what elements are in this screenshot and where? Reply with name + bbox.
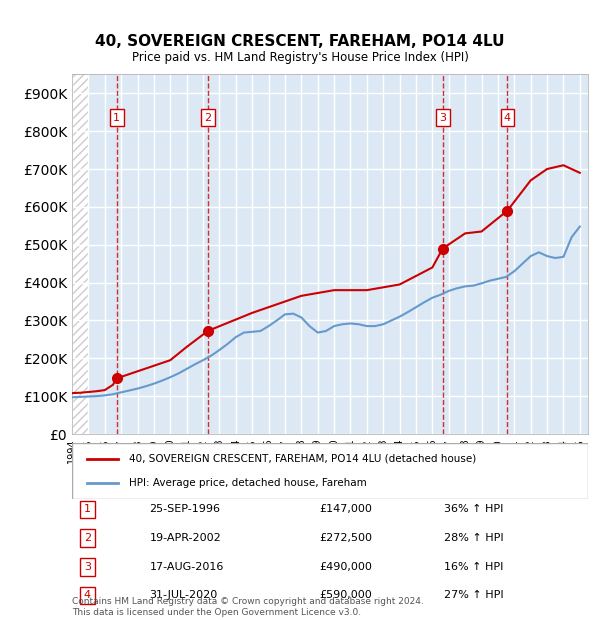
Text: 28% ↑ HPI: 28% ↑ HPI <box>443 533 503 543</box>
Text: £590,000: £590,000 <box>320 590 373 600</box>
Text: 31-JUL-2020: 31-JUL-2020 <box>149 590 218 600</box>
Text: Contains HM Land Registry data © Crown copyright and database right 2024.
This d: Contains HM Land Registry data © Crown c… <box>72 598 424 617</box>
Text: £147,000: £147,000 <box>320 505 373 515</box>
Bar <box>72 74 88 434</box>
Text: 17-AUG-2016: 17-AUG-2016 <box>149 562 224 572</box>
Text: 4: 4 <box>504 113 511 123</box>
Text: 3: 3 <box>439 113 446 123</box>
Text: 1: 1 <box>84 505 91 515</box>
Text: 1: 1 <box>113 113 120 123</box>
Text: 3: 3 <box>84 562 91 572</box>
Text: Price paid vs. HM Land Registry's House Price Index (HPI): Price paid vs. HM Land Registry's House … <box>131 51 469 64</box>
Text: 36% ↑ HPI: 36% ↑ HPI <box>443 505 503 515</box>
Text: 40, SOVEREIGN CRESCENT, FAREHAM, PO14 4LU (detached house): 40, SOVEREIGN CRESCENT, FAREHAM, PO14 4L… <box>129 454 476 464</box>
Text: 4: 4 <box>84 590 91 600</box>
FancyBboxPatch shape <box>72 443 588 499</box>
Text: 25-SEP-1996: 25-SEP-1996 <box>149 505 220 515</box>
Text: 40, SOVEREIGN CRESCENT, FAREHAM, PO14 4LU: 40, SOVEREIGN CRESCENT, FAREHAM, PO14 4L… <box>95 34 505 49</box>
Text: 19-APR-2002: 19-APR-2002 <box>149 533 221 543</box>
Text: 16% ↑ HPI: 16% ↑ HPI <box>443 562 503 572</box>
Text: £272,500: £272,500 <box>320 533 373 543</box>
Text: HPI: Average price, detached house, Fareham: HPI: Average price, detached house, Fare… <box>129 479 367 489</box>
Text: £490,000: £490,000 <box>320 562 373 572</box>
Text: 2: 2 <box>205 113 212 123</box>
Bar <box>72 74 88 434</box>
Text: 27% ↑ HPI: 27% ↑ HPI <box>443 590 503 600</box>
Text: 2: 2 <box>84 533 91 543</box>
